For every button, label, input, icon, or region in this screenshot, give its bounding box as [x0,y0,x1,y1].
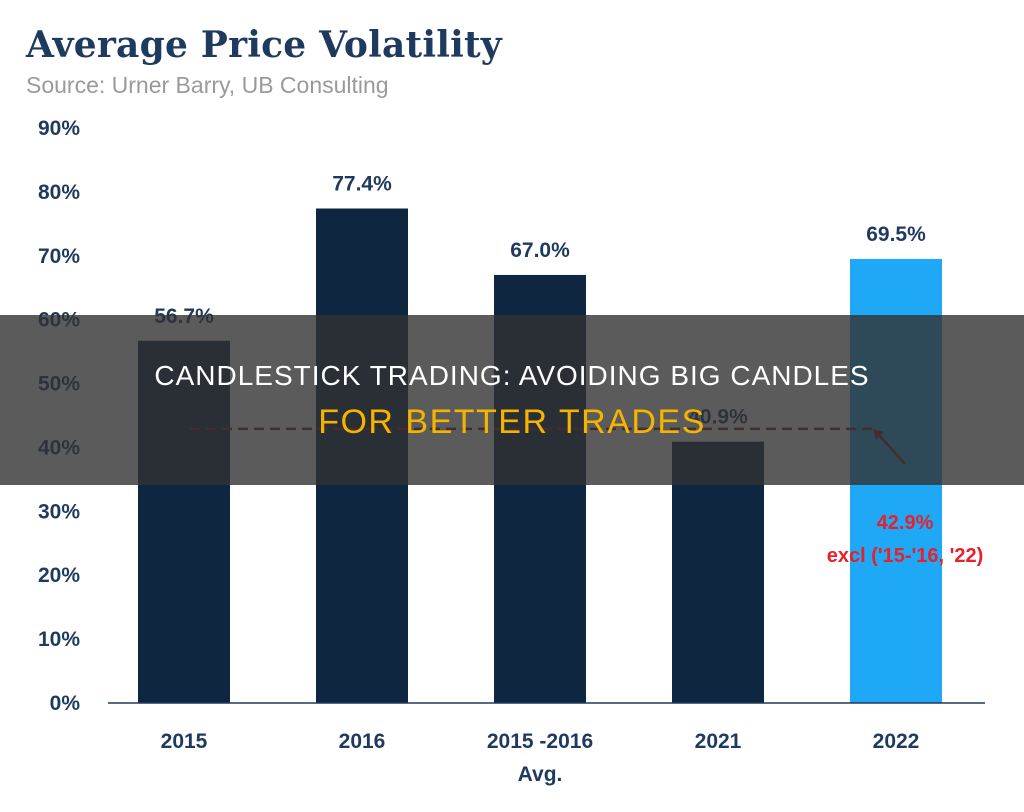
y-tick-label: 0% [50,692,81,715]
headline-line-2: FOR BETTER TRADES [318,403,706,441]
reference-note-label: excl ('15-'16, '22) [827,545,984,567]
bar-value-label: 67.0% [510,239,570,262]
chart-title: Average Price Volatility [26,24,502,66]
y-tick-label: 30% [38,500,80,523]
bar-value-label: 69.5% [866,223,926,246]
x-tick-label: 2021 [695,730,742,753]
y-tick-label: 70% [38,245,80,268]
reference-value-label: 42.9% [877,512,934,534]
y-tick-label: 10% [38,628,80,651]
y-tick-label: 80% [38,181,80,204]
bar [672,441,764,703]
x-tick-label: 2016 [339,730,386,753]
x-tick-label: Avg. [518,763,563,786]
x-tick-label: 2015 [161,730,208,753]
chart-subtitle: Source: Urner Barry, UB Consulting [26,72,389,98]
y-tick-label: 90% [38,117,80,140]
y-tick-label: 20% [38,564,80,587]
x-tick-label: 2015 -2016 [487,730,593,753]
bar-value-label: 77.4% [332,173,392,196]
x-tick-label: 2022 [873,730,920,753]
headline-line-1: CANDLESTICK TRADING: AVOIDING BIG CANDLE… [154,360,870,391]
headline-banner: CANDLESTICK TRADING: AVOIDING BIG CANDLE… [0,315,1024,485]
